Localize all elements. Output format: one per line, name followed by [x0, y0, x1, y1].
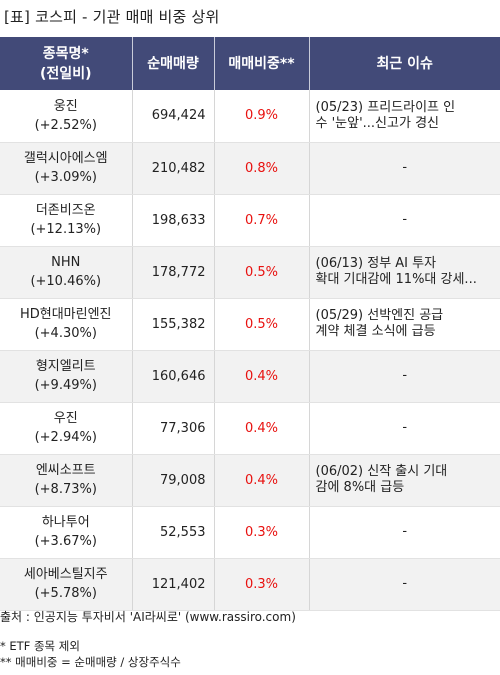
stock-name: 갤럭시아에스엠	[23, 151, 108, 166]
trade-ratio-cell: 0.5%	[214, 246, 310, 299]
header-recent-issue: 최근 이슈	[309, 37, 500, 90]
stock-change: (+4.30%)	[34, 326, 97, 341]
issue-line1: -	[402, 212, 408, 227]
header-name-line1: 종목명*	[42, 45, 89, 62]
table-row: 더존비즈온 (+12.13%) 198,633 0.7% -	[0, 194, 500, 247]
issue-line1: -	[402, 420, 408, 435]
net-volume-cell: 77,306	[132, 402, 215, 455]
stock-change: (+2.94%)	[34, 430, 97, 445]
net-volume-cell: 178,772	[132, 246, 215, 299]
stock-name-cell: 세아베스틸지주 (+5.78%)	[0, 558, 133, 611]
stock-name: 웅진	[53, 98, 78, 114]
net-volume-cell: 160,646	[132, 350, 215, 403]
net-volume-cell: 694,424	[132, 90, 215, 143]
stock-name: HD현대마린엔진	[19, 307, 112, 322]
net-volume-cell: 155,382	[132, 298, 215, 351]
stock-name: 더존비즈온	[35, 203, 96, 218]
table-row: 우진 (+2.94%) 77,306 0.4% -	[0, 402, 500, 455]
recent-issue-cell: -	[309, 350, 500, 403]
trade-ratio-cell: 0.4%	[214, 350, 310, 403]
net-volume-cell: 210,482	[132, 142, 215, 195]
stock-name-cell: 웅진 (+2.52%)	[0, 90, 133, 143]
stock-name-cell: NHN (+10.46%)	[0, 246, 133, 299]
header-name-line2: (전일비)	[40, 65, 92, 82]
stock-change: (+12.13%)	[30, 222, 102, 237]
issue-line1: (06/02) 신작 출시 기대	[315, 464, 448, 479]
table-row: 엔씨소프트 (+8.73%) 79,008 0.4% (06/02) 신작 출시 기대 감…	[0, 454, 500, 507]
stock-change: (+3.09%)	[34, 170, 97, 185]
table-row: 갤럭시아에스엠 (+3.09%) 210,482 0.8% -	[0, 142, 500, 195]
source-note: 출처 : 인공지능 투자비서 'AI라씨로' (www.rassiro.com)	[0, 610, 296, 624]
page-title: [표] 코스피 - 기관 매매 비중 상위	[4, 8, 220, 26]
issue-line1: -	[402, 368, 408, 383]
table-row: NHN (+10.46%) 178,772 0.5% (06/13) 정부 AI 투자 확…	[0, 246, 500, 299]
trade-ratio-cell: 0.4%	[214, 454, 310, 507]
stock-name: 엔씨소프트	[35, 463, 96, 478]
stock-name: 하나투어	[41, 515, 90, 530]
stock-name: 우진	[53, 411, 78, 426]
trade-ratio-cell: 0.4%	[214, 402, 310, 455]
recent-issue-cell: -	[309, 142, 500, 195]
recent-issue-cell: -	[309, 506, 500, 559]
issue-line2: 감에 8%대 급등	[315, 480, 405, 495]
recent-issue-cell: -	[309, 194, 500, 247]
recent-issue-cell: (05/29) 선박엔진 공급 계약 체결 소식에 급등	[309, 298, 500, 351]
stock-name: NHN	[51, 255, 81, 270]
trade-ratio-cell: 0.8%	[214, 142, 310, 195]
issue-line1: -	[402, 524, 408, 539]
stock-name-cell: 하나투어 (+3.67%)	[0, 506, 133, 559]
table-row: 세아베스틸지주 (+5.78%) 121,402 0.3% -	[0, 558, 500, 611]
recent-issue-cell: (06/02) 신작 출시 기대 감에 8%대 급등	[309, 454, 500, 507]
footnote-etf: * ETF 종목 제외	[0, 639, 80, 653]
issue-line1: -	[402, 160, 408, 175]
institution-trading-table: 종목명* (전일비) 순매매량 매매비중** 최근 이슈 웅진 (+2.52%) 6…	[0, 37, 500, 611]
net-volume-cell: 198,633	[132, 194, 215, 247]
issue-line1: (05/29) 선박엔진 공급	[315, 308, 444, 323]
trade-ratio-cell: 0.3%	[214, 506, 310, 559]
net-volume-cell: 52,553	[132, 506, 215, 559]
stock-name-cell: 더존비즈온 (+12.13%)	[0, 194, 133, 247]
issue-line1: (05/23) 프리드라이프 인	[315, 99, 456, 115]
footnote-ratio: ** 매매비중 = 순매매량 / 상장주식수	[0, 655, 181, 669]
stock-name-cell: 엔씨소프트 (+8.73%)	[0, 454, 133, 507]
issue-line2: 수 '눈앞'...신고가 경신	[315, 115, 440, 131]
net-volume-cell: 79,008	[132, 454, 215, 507]
header-net-volume: 순매매량	[132, 37, 215, 90]
stock-name: 형지엘리트	[35, 359, 96, 374]
table-row: 형지엘리트 (+9.49%) 160,646 0.4% -	[0, 350, 500, 403]
issue-line2: 계약 체결 소식에 급등	[315, 324, 436, 339]
table-header-row: 종목명* (전일비) 순매매량 매매비중** 최근 이슈	[0, 37, 500, 90]
stock-change: (+9.49%)	[34, 378, 97, 393]
header-stock-name: 종목명* (전일비)	[0, 37, 133, 90]
stock-change: (+8.73%)	[34, 482, 97, 497]
trade-ratio-cell: 0.9%	[214, 90, 310, 143]
table-row: HD현대마린엔진 (+4.30%) 155,382 0.5% (05/29) 선박엔진 …	[0, 298, 500, 351]
stock-change: (+2.52%)	[34, 117, 97, 133]
stock-name: 세아베스틸지주	[23, 567, 108, 582]
recent-issue-cell: -	[309, 558, 500, 611]
issue-line2: 확대 기대감에 11%대 강세...	[315, 272, 477, 287]
recent-issue-cell: -	[309, 402, 500, 455]
table-row: 하나투어 (+3.67%) 52,553 0.3% -	[0, 506, 500, 559]
stock-change: (+5.78%)	[34, 586, 97, 601]
stock-name-cell: 형지엘리트 (+9.49%)	[0, 350, 133, 403]
stock-name-cell: HD현대마린엔진 (+4.30%)	[0, 298, 133, 351]
recent-issue-cell: (06/13) 정부 AI 투자 확대 기대감에 11%대 강세...	[309, 246, 500, 299]
trade-ratio-cell: 0.7%	[214, 194, 310, 247]
stock-change: (+10.46%)	[30, 274, 102, 289]
stock-change: (+3.67%)	[34, 534, 97, 549]
stock-name-cell: 우진 (+2.94%)	[0, 402, 133, 455]
trade-ratio-cell: 0.3%	[214, 558, 310, 611]
header-trade-ratio: 매매비중**	[214, 37, 310, 90]
net-volume-cell: 121,402	[132, 558, 215, 611]
stock-name-cell: 갤럭시아에스엠 (+3.09%)	[0, 142, 133, 195]
issue-line1: -	[402, 576, 408, 591]
issue-line1: (06/13) 정부 AI 투자	[315, 256, 437, 271]
trade-ratio-cell: 0.5%	[214, 298, 310, 351]
